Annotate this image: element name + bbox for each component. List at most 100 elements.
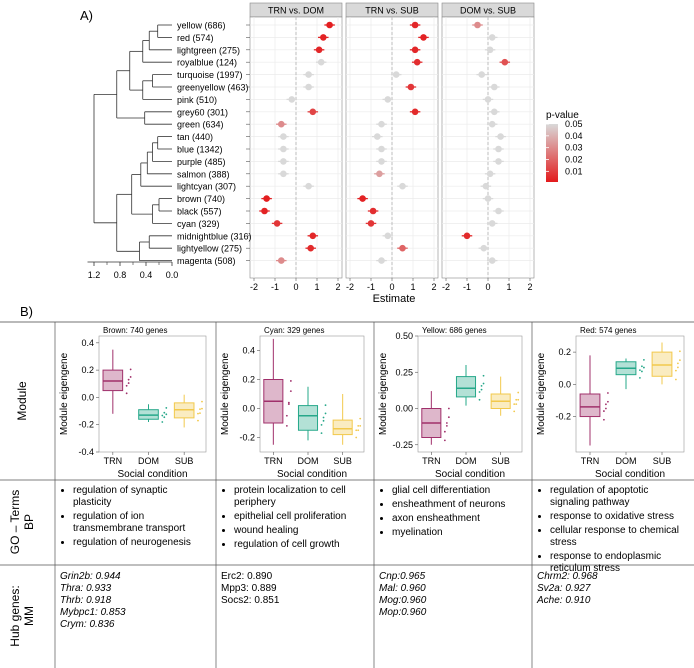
box-jitter-point — [480, 388, 483, 391]
estimate-point — [309, 108, 317, 116]
estimate-point — [484, 195, 492, 202]
box-y-tick-label: 0.00 — [395, 404, 413, 414]
box-jitter-point — [125, 384, 128, 387]
estimate-point — [378, 158, 385, 165]
go-terms-cell: glial cell differentiation ensheathment o… — [378, 485, 524, 541]
box-jitter-point — [643, 366, 645, 369]
estimate-point — [315, 46, 323, 54]
box-jitter-point — [445, 422, 448, 424]
estimate-point — [413, 58, 421, 66]
estimate-point — [320, 34, 327, 41]
legend-tick-label: 0.04 — [565, 131, 583, 141]
box-y-title-group: Module eigengene — [378, 352, 389, 435]
box-jitter-point — [643, 358, 645, 361]
box-jitter-point — [639, 369, 641, 372]
box-y-title-group: Module eigengene — [59, 352, 70, 435]
box-y-tick-label: 0.2 — [242, 375, 255, 385]
box-y-tick-label: 0.0 — [558, 379, 571, 389]
box-jitter-point — [603, 418, 605, 421]
box-panel-area — [98, 335, 207, 453]
estimate-point — [280, 133, 287, 140]
hub-gene: Mog:0.960 — [379, 595, 427, 606]
estimate-point — [317, 58, 325, 66]
module-label: lightgreen (275) — [177, 45, 240, 55]
legend-tick-label: 0.05 — [565, 119, 583, 129]
hub-genes-cell: Grin2b: 0.944 Thra: 0.933 Thrb: 0.918 Mybpc… — [60, 571, 211, 631]
module-label: lightyellow (275) — [177, 244, 242, 254]
box-y-tick-label: 0.0 — [81, 392, 94, 402]
box-y-tick-label: -0.25 — [392, 440, 413, 450]
box-jitter-point — [641, 370, 643, 373]
dendrogram: 1.2 0.8 0.4 0.0 — [87, 24, 179, 280]
box-jitter-point — [605, 403, 607, 406]
legend-colorbar — [546, 124, 558, 182]
box-jitter-point — [289, 380, 292, 382]
box-jitter-point — [125, 392, 128, 395]
box-jitter-point — [322, 419, 325, 422]
box-jitter-point — [289, 390, 292, 392]
box-jitter-point — [675, 378, 677, 381]
box-jitter-point — [163, 416, 166, 419]
estimate-point — [392, 71, 400, 78]
dendro-scale-label: 0.8 — [114, 270, 127, 280]
box-jitter-point — [357, 425, 360, 427]
panel-b-table: Module GO – Terms BP Hub genes: MM Brown: 740… — [0, 322, 694, 668]
hub-gene: Erc2: 0.890 — [221, 571, 273, 582]
estimate-point — [411, 108, 419, 116]
estimate-point — [501, 58, 509, 66]
estimate-point — [488, 120, 496, 128]
box-jitter-point — [161, 414, 164, 417]
row-label: Module — [15, 381, 29, 421]
box-iqr — [297, 405, 319, 431]
box-x-axis-title: Social condition — [277, 469, 347, 480]
hub-gene: Mpp3: 0.889 — [221, 583, 277, 594]
box-y-tick-label: -0.4 — [78, 447, 94, 457]
estimate-point — [278, 120, 285, 128]
estimate-point — [411, 21, 419, 29]
x-tick-label: -2 — [346, 282, 354, 292]
estimate-point — [305, 182, 312, 190]
module-label: grey60 (301) — [177, 107, 228, 117]
box-x-tick-label: DOM — [138, 456, 159, 466]
box-y-tick-label: 0.2 — [81, 365, 94, 375]
estimate-point — [376, 170, 383, 178]
box-jitter-point — [607, 392, 609, 394]
row-label: Hub genes: — [8, 585, 22, 646]
go-terms-list: regulation of synaptic plasticityregulat… — [59, 485, 208, 549]
box-y-axis-title: Module eigengene — [378, 352, 389, 435]
box-x-tick-label: DOM — [456, 456, 477, 466]
hub-genes-cell: Chrm2: 0.968 Sv2a: 0.927 Ache: 0.910 — [537, 571, 689, 607]
estimate-point — [486, 46, 494, 54]
box-jitter-point — [129, 368, 132, 371]
module-label: salmon (388) — [177, 169, 230, 179]
box-jitter-point — [199, 408, 201, 411]
box-iqr — [332, 419, 353, 436]
box-y-tick-label: -0.2 — [555, 412, 571, 422]
facet-title: TRN vs. DOM — [268, 6, 324, 16]
box-jitter-point — [517, 398, 520, 401]
estimate-point — [497, 133, 504, 140]
box-y-tick-label: 0.0 — [242, 404, 255, 414]
x-tick-label: 2 — [335, 282, 340, 292]
module-label: turquoise (1997) — [177, 70, 243, 80]
box-jitter-point — [201, 407, 203, 410]
box-panel-title: Red: 574 genes — [580, 326, 637, 335]
estimate-point — [480, 244, 488, 252]
go-term: axon ensheathment — [392, 513, 524, 525]
box-jitter-point — [324, 404, 327, 407]
box-jitter-point — [287, 403, 290, 406]
box-jitter-point — [359, 417, 362, 420]
box-jitter-point — [355, 429, 358, 432]
go-term: epithelial cell proliferation — [234, 511, 366, 523]
row-label-group: GO – Terms BP — [8, 490, 36, 554]
dendro-scale-label: 0.0 — [166, 270, 179, 280]
estimate-point — [280, 170, 287, 178]
go-term: response to endoplasmic reticulum stress — [550, 551, 686, 575]
box-jitter-point — [603, 410, 605, 412]
hub-gene: Mop:0.960 — [379, 607, 427, 618]
row-label: GO – Terms — [8, 490, 22, 554]
box-jitter-point — [359, 425, 362, 427]
box-panel-area — [259, 335, 365, 453]
go-terms-cell: regulation of synaptic plasticityregulat… — [59, 485, 208, 551]
estimate-point — [399, 244, 406, 252]
